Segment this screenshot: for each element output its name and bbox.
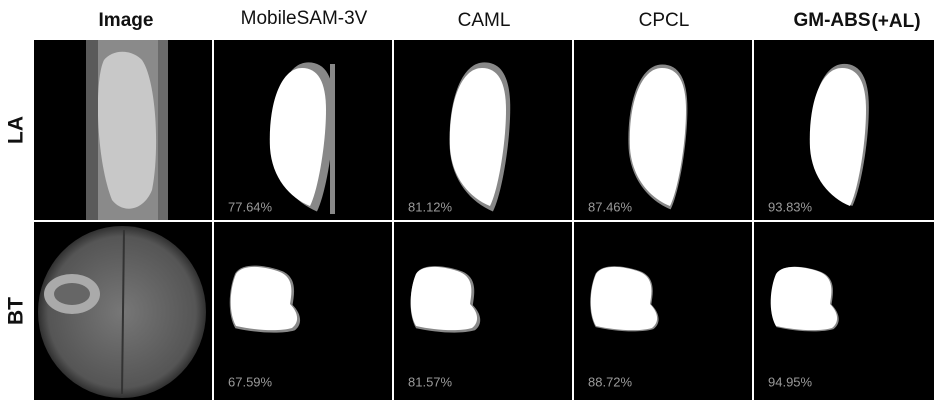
- mask-cell: [214, 40, 392, 220]
- column-headers: Image MobileSAM-3V CAML CPCL GM-ABS (+AL…: [99, 8, 921, 32]
- image-cell: [34, 40, 212, 220]
- mask-cell: [754, 40, 934, 220]
- image-cell: [34, 222, 212, 400]
- row-label: LA: [5, 116, 28, 144]
- mask-cell: [754, 222, 934, 400]
- score: 77.64%: [228, 199, 273, 214]
- column-title: CPCL: [639, 10, 690, 31]
- column-title: MobileSAM-3V: [241, 8, 368, 29]
- mask-cell: [574, 40, 752, 220]
- scores: 77.64% 81.12% 87.46% 93.83% 67.59% 81.57…: [228, 199, 813, 389]
- column-title: Image: [99, 10, 154, 31]
- mask-cell: [574, 222, 752, 400]
- mask-cell: [394, 222, 572, 400]
- score: 67.59%: [228, 374, 273, 389]
- mask-cell: [394, 40, 572, 220]
- column-title: GM-ABS: [793, 10, 870, 31]
- column-title: CAML: [458, 10, 511, 31]
- score: 81.12%: [408, 199, 453, 214]
- score: 94.95%: [768, 374, 813, 389]
- column-title-suffix: (+AL): [871, 11, 920, 32]
- score: 93.83%: [768, 199, 813, 214]
- score: 88.72%: [588, 374, 633, 389]
- mask-cell: [214, 222, 392, 400]
- row-label: BT: [5, 297, 28, 325]
- score: 81.57%: [408, 374, 453, 389]
- score: 87.46%: [588, 199, 633, 214]
